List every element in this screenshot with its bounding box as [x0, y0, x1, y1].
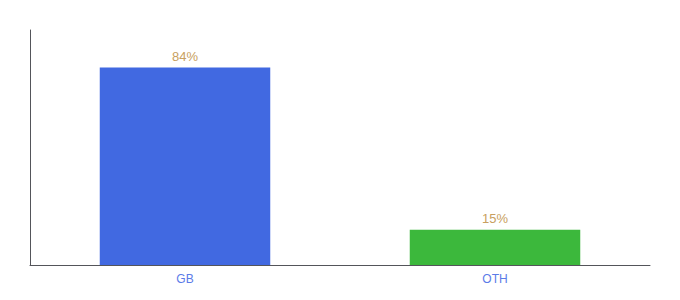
- svg-text:15%: 15%: [482, 211, 508, 226]
- svg-text:OTH: OTH: [482, 272, 507, 286]
- svg-text:84%: 84%: [172, 49, 198, 64]
- svg-text:GB: GB: [176, 272, 193, 286]
